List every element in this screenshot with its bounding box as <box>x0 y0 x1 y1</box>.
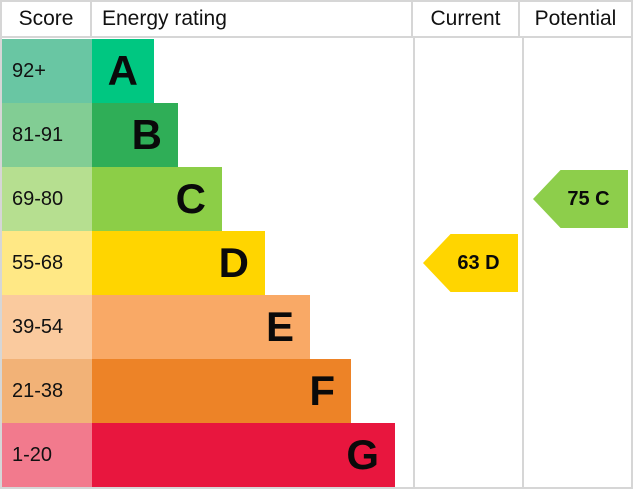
current-arrow-label: 63 D <box>457 251 500 274</box>
score-range-a: 92+ <box>2 39 92 103</box>
header-energy-rating: Energy rating <box>92 2 413 36</box>
rating-letter-a: A <box>107 47 138 94</box>
current-column-divider <box>413 38 415 487</box>
rating-bar-d: D <box>92 231 265 295</box>
header-score: Score <box>2 2 92 36</box>
potential-arrow-label: 75 C <box>567 187 610 210</box>
rating-bar-f: F <box>92 359 351 423</box>
band-row-d: 55-68 D <box>2 231 631 295</box>
score-range-c: 69-80 <box>2 167 92 231</box>
score-range-g: 1-20 <box>2 423 92 487</box>
score-range-e: 39-54 <box>2 295 92 359</box>
rating-bar-g: G <box>92 423 395 487</box>
rating-letter-d: D <box>218 239 249 286</box>
rating-letter-e: E <box>265 303 294 350</box>
chart-body: 92+ A 81-91 B 69-80 C 55-68 D 39-54 <box>2 38 631 487</box>
band-row-e: 39-54 E <box>2 295 631 359</box>
score-range-f: 21-38 <box>2 359 92 423</box>
rating-bar-e: E <box>92 295 310 359</box>
rating-letter-g: G <box>346 431 379 478</box>
band-row-g: 1-20 G <box>2 423 631 487</box>
band-row-f: 21-38 F <box>2 359 631 423</box>
potential-column-divider <box>522 38 524 487</box>
score-range-d: 55-68 <box>2 231 92 295</box>
rating-letter-c: C <box>175 175 206 222</box>
rating-letter-b: B <box>131 111 162 158</box>
band-row-b: 81-91 B <box>2 103 631 167</box>
score-range-b: 81-91 <box>2 103 92 167</box>
chart-header: Score Energy rating Current Potential <box>2 2 631 38</box>
rating-bar-a: A <box>92 39 154 103</box>
band-row-c: 69-80 C <box>2 167 631 231</box>
rating-bar-c: C <box>92 167 222 231</box>
rating-bar-b: B <box>92 103 178 167</box>
rating-letter-f: F <box>309 367 335 414</box>
header-potential: Potential <box>534 7 617 30</box>
band-row-a: 92+ A <box>2 39 631 103</box>
header-current: Current <box>413 2 520 36</box>
